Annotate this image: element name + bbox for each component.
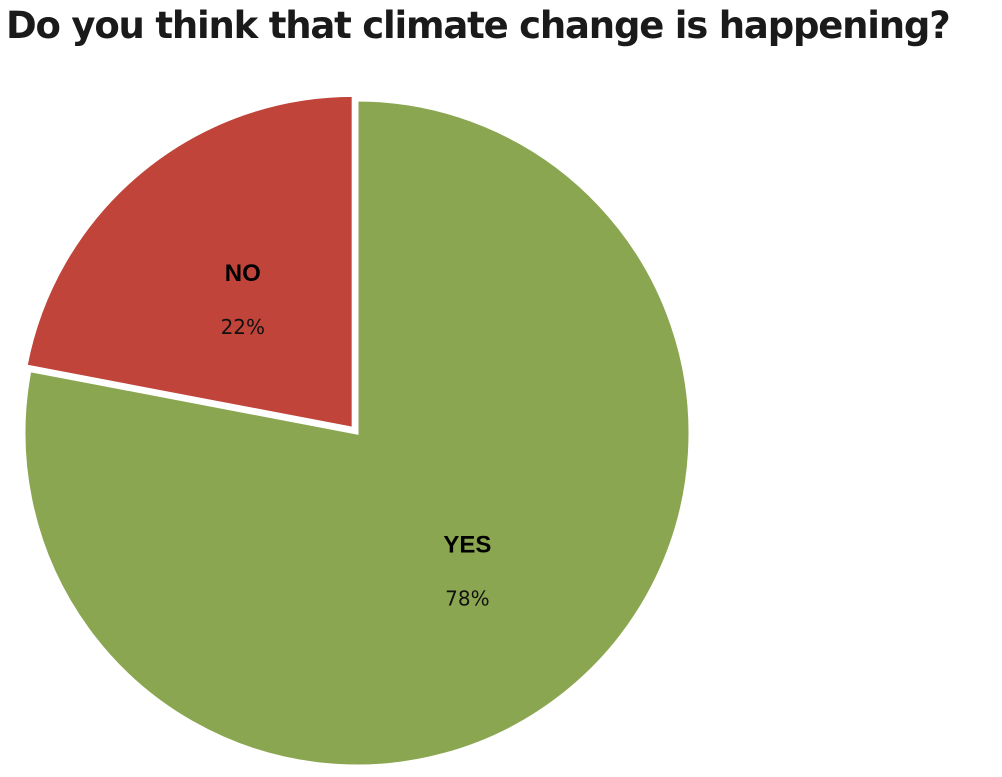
- slice-value-yes: 78%: [445, 586, 489, 610]
- chart-title: Do you think that climate change is happ…: [6, 4, 951, 47]
- slice-label-yes: YES: [443, 531, 491, 558]
- pie-slice-yes: [22, 98, 692, 768]
- slice-value-no: 22%: [221, 315, 265, 339]
- slice-label-no: NO: [225, 260, 261, 287]
- pie-slice-no: [24, 93, 355, 431]
- pie-labels: YES 78% NO 22%: [221, 260, 492, 610]
- pie-slices: [22, 93, 692, 768]
